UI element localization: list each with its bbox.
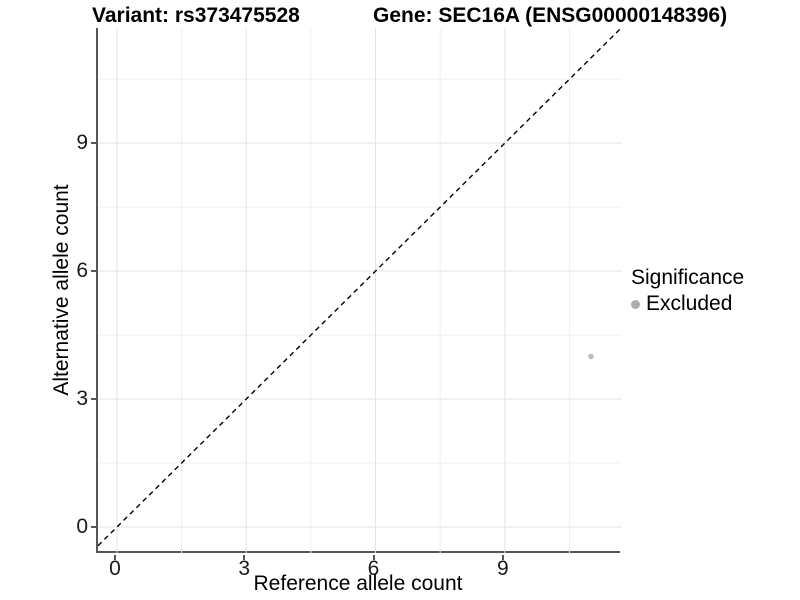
x-tick-mark xyxy=(243,555,246,560)
legend: Significance Excluded xyxy=(631,266,744,316)
x-tick-mark xyxy=(501,555,504,560)
x-tick-label: 0 xyxy=(109,557,121,580)
x-tick-label: 9 xyxy=(496,557,509,580)
legend-item-excluded: Excluded xyxy=(631,292,744,316)
data-point xyxy=(588,353,594,360)
plot-svg xyxy=(98,28,622,553)
x-tick-mark xyxy=(372,555,375,560)
plot-panel xyxy=(96,28,622,553)
y-tick-mark xyxy=(91,525,96,528)
legend-point-icon xyxy=(631,299,640,309)
y-axis-title: Alternative allele count xyxy=(50,184,73,396)
y-tick-label: 0 xyxy=(76,514,88,538)
y-tick-mark xyxy=(91,398,96,401)
y-tick-label: 9 xyxy=(76,131,88,155)
legend-item-label: Excluded xyxy=(646,292,733,315)
y-tick-mark xyxy=(91,270,96,273)
x-tick-label: 3 xyxy=(238,557,251,580)
plot-title-gene: Gene: SEC16A (ENSG00000148396) xyxy=(373,4,728,27)
x-tick-mark xyxy=(113,555,116,560)
legend-title: Significance xyxy=(631,266,745,289)
identity-dashed-line xyxy=(98,28,622,547)
x-axis-title: Reference allele count xyxy=(253,572,463,595)
x-tick-label: 6 xyxy=(367,557,380,580)
y-tick-label: 6 xyxy=(76,259,88,283)
y-tick-mark xyxy=(91,142,96,145)
y-tick-label: 3 xyxy=(76,387,88,411)
plot-title-variant: Variant: rs373475528 xyxy=(92,4,300,27)
